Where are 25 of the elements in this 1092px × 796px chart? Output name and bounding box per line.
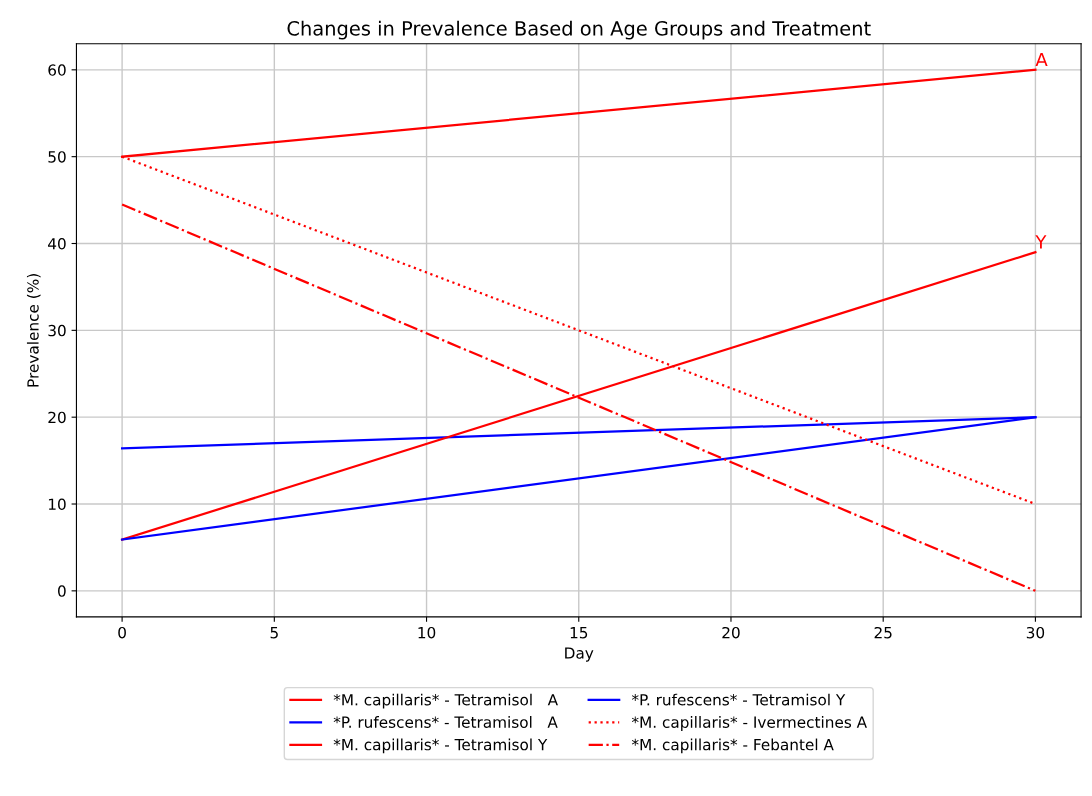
x-tick-label: 30 [1026,626,1045,639]
x-tick-label: 15 [570,627,588,639]
x-tick-label: 5 [270,627,278,639]
legend-label: *P. rufescens* - Tetramisol A [333,716,558,728]
annotation: Y [1035,235,1047,249]
y-tick-label: 50 [48,151,66,163]
chart-title: Changes in Prevalence Based on Age Groups and Treatment [287,20,871,40]
legend-label: *P. rufescens* - Tetramisol Y [631,693,846,706]
legend-label: *M. capillaris* - Febantel A [631,738,834,754]
x-tick-label: 25 [874,626,892,639]
x-axis-title: Day [565,647,594,662]
x-tick-label: 10 [418,626,436,639]
y-tick-label: 40 [48,237,66,250]
y-tick-label: 60 [48,64,66,76]
y-tick-label: 30 [48,324,66,337]
legend-label: *M. capillaris* - Ivermectines A [631,716,867,731]
legend-label: *M. capillaris* - Tetramisol A [333,693,558,709]
y-axis-title: Prevalence (%) [26,274,41,387]
y-tick-label: 20 [48,411,66,424]
x-tick-label: 0 [118,626,126,639]
legend-label: *M. capillaris* - Tetramisol Y [333,738,548,754]
annotation: A [1035,52,1048,67]
x-tick-label: 20 [722,626,740,639]
y-tick-label: 0 [58,585,66,597]
y-tick-label: 10 [48,498,66,511]
